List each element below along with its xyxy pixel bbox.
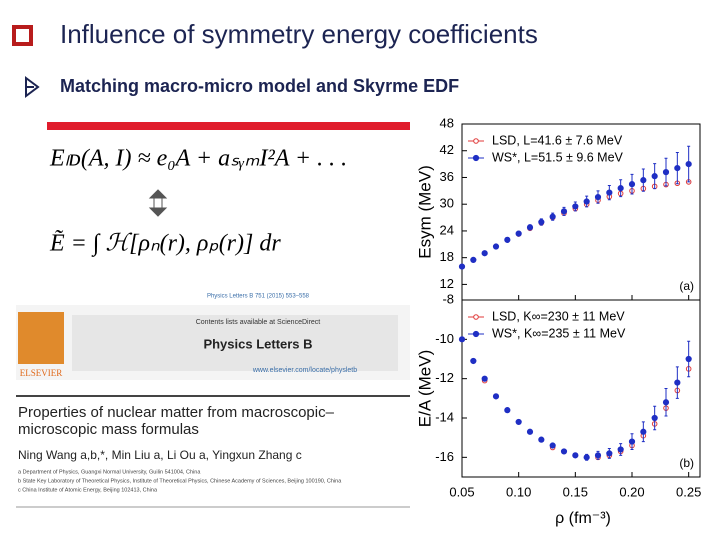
- point: [651, 414, 658, 422]
- y-tick-label: 42: [440, 142, 454, 157]
- y-tick-label: 18: [440, 249, 454, 264]
- point: [458, 336, 466, 343]
- point: [651, 173, 658, 180]
- y-tick-label: -12: [435, 370, 454, 385]
- point: [526, 428, 534, 435]
- point: [674, 165, 681, 172]
- point: [594, 452, 602, 459]
- legend-label: LSD, K∞=230 ± 11 MeV: [492, 309, 625, 323]
- journal-box: [72, 315, 398, 371]
- slide-title: Influence of symmetry energy coefficient…: [60, 19, 538, 49]
- subtitle-bullet: [25, 76, 40, 98]
- point: [594, 193, 602, 201]
- point: [470, 256, 477, 263]
- y-axis-label: E/A (MeV): [415, 350, 434, 427]
- red-bar: [47, 122, 410, 130]
- publisher-logo: [18, 312, 64, 364]
- point: [549, 213, 556, 220]
- x-tick-label: 0.15: [563, 484, 588, 499]
- point: [515, 418, 522, 426]
- y-tick-label: -10: [435, 331, 454, 346]
- point: [560, 448, 568, 455]
- point: [538, 436, 545, 443]
- title-bullet: [12, 25, 33, 46]
- journal-url: www.elsevier.com/locate/physletb: [252, 367, 357, 374]
- y-tick-label: 24: [440, 222, 454, 237]
- point: [606, 450, 613, 457]
- panel-label: (a): [679, 279, 694, 293]
- x-tick-label: 0.05: [449, 484, 474, 499]
- slide-subtitle: Matching macro-micro model and Skyrme ED…: [60, 76, 459, 96]
- y-tick-label: 36: [440, 169, 454, 184]
- point: [628, 438, 636, 445]
- point: [662, 399, 670, 406]
- equation: Ẽ = ∫ ℋ[ρₙ(r), ρₚ(r)] dr: [49, 231, 281, 258]
- panel-label: (b): [679, 456, 694, 470]
- point: [640, 428, 647, 435]
- contents-line: Contents lists available at ScienceDirec…: [196, 319, 321, 326]
- citation: Physics Letters B 751 (2015) 553–558: [207, 294, 310, 300]
- affiliation: c China Institute of Atomic Energy, Beij…: [18, 487, 158, 493]
- y-tick-label: 30: [440, 196, 454, 211]
- legend-marker: [473, 314, 479, 320]
- legend-marker: [472, 154, 480, 162]
- legend-marker: [473, 138, 479, 144]
- point: [470, 357, 477, 365]
- point: [481, 375, 488, 382]
- point: [583, 198, 590, 205]
- y-tick-label: 48: [440, 115, 454, 130]
- legend-marker: [472, 330, 480, 338]
- point: [504, 407, 511, 414]
- point: [617, 446, 624, 453]
- affiliation: a Department of Physics, Guangxi Normal …: [18, 469, 201, 475]
- y-axis-label: Esym (MeV): [415, 165, 434, 259]
- authors: Ning Wang a,b,*, Min Liu a, Li Ou a, Yin…: [18, 448, 302, 462]
- affiliation: b State Key Laboratory of Theoretical Ph…: [18, 478, 342, 484]
- point: [606, 189, 613, 196]
- point: [674, 379, 681, 386]
- point: [572, 452, 579, 459]
- y-tick-label: -8: [442, 291, 454, 306]
- y-tick-label: -14: [435, 409, 454, 424]
- y-tick-label: 12: [440, 276, 454, 291]
- equation: Eₗᴅ(A, I) ≈ e₀A + aₛᵧₘI²A + . . .: [49, 146, 347, 172]
- point: [481, 250, 488, 257]
- point: [685, 355, 692, 363]
- point: [662, 169, 670, 176]
- point: [685, 161, 692, 168]
- legend-label: LSD, L=41.6 ± 7.6 MeV: [492, 133, 623, 147]
- legend-label: WS*, K∞=235 ± 11 MeV: [492, 326, 626, 340]
- point: [515, 230, 522, 237]
- point: [492, 393, 500, 400]
- x-tick-label: 0.25: [676, 484, 701, 499]
- double-arrow: [148, 189, 168, 217]
- point: [458, 263, 466, 270]
- point: [504, 236, 511, 243]
- point: [628, 181, 636, 188]
- point: [572, 203, 579, 210]
- point: [583, 454, 590, 461]
- y-tick-label: -16: [435, 449, 454, 464]
- point: [492, 243, 500, 250]
- point: [538, 218, 545, 226]
- x-tick-label: 0.10: [506, 484, 531, 499]
- point: [560, 208, 568, 215]
- paper-title-box: Properties of nuclear matter from macros…: [18, 404, 334, 438]
- legend-label: WS*, L=51.5 ± 9.6 MeV: [492, 150, 624, 164]
- journal-name: Physics Letters B: [203, 336, 312, 351]
- point: [617, 185, 624, 192]
- point: [526, 224, 534, 231]
- x-axis-label: ρ (fm⁻³): [555, 510, 611, 527]
- point: [640, 177, 647, 184]
- plot-frame: [461, 299, 701, 478]
- publisher: ELSEVIER: [20, 368, 63, 378]
- x-tick-label: 0.20: [619, 484, 644, 499]
- paper-title: Properties of nuclear matter from macros…: [18, 404, 334, 438]
- point: [549, 442, 556, 449]
